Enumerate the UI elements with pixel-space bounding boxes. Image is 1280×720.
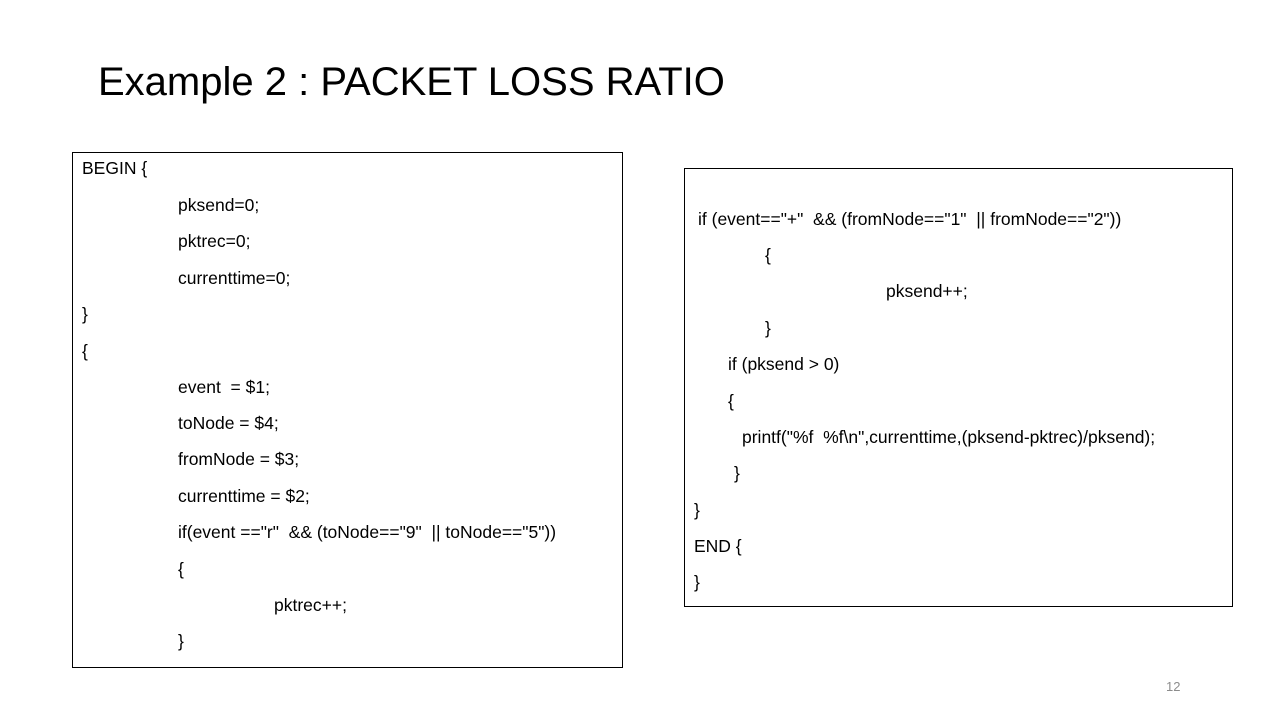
code-line-open-if-send: { bbox=[765, 245, 771, 265]
code-line-event-assign: event = $1; bbox=[178, 377, 270, 397]
slide-title: Example 2 : PACKET LOSS RATIO bbox=[98, 60, 725, 104]
code-line-currenttime-init: currenttime=0; bbox=[178, 268, 291, 288]
code-line-pktrec-increment: pktrec++; bbox=[274, 595, 347, 615]
code-line-if-pksend: if (pksend > 0) bbox=[728, 354, 840, 374]
code-line-open-if-pksend: { bbox=[728, 391, 734, 411]
page-number: 12 bbox=[1166, 679, 1181, 694]
code-line-end: END { bbox=[694, 536, 742, 556]
right-code-box: if (event=="+" && (fromNode=="1" || from… bbox=[684, 168, 1233, 607]
code-line-tonode-assign: toNode = $4; bbox=[178, 413, 279, 433]
code-line-begin: BEGIN { bbox=[82, 158, 148, 178]
code-line-currenttime-assign: currenttime = $2; bbox=[178, 486, 310, 506]
code-line-pktrec-init: pktrec=0; bbox=[178, 231, 251, 251]
code-line-pksend-increment: pksend++; bbox=[886, 281, 968, 301]
code-line-close-main: } bbox=[694, 500, 700, 520]
left-code-box: BEGIN { pksend=0; pktrec=0; currenttime=… bbox=[72, 152, 623, 668]
code-line-close-if-send: } bbox=[765, 318, 771, 338]
code-line-fromnode-assign: fromNode = $3; bbox=[178, 449, 300, 469]
code-line-pksend-init: pksend=0; bbox=[178, 195, 260, 215]
code-line-if-send: if (event=="+" && (fromNode=="1" || from… bbox=[698, 209, 1122, 229]
code-line-close-begin: } bbox=[82, 304, 88, 324]
code-line-if-receive: if(event =="r" && (toNode=="9" || toNode… bbox=[178, 522, 557, 542]
code-line-open-if: { bbox=[178, 559, 184, 579]
code-line-close-end: } bbox=[694, 572, 700, 592]
code-line-close-if: } bbox=[178, 631, 184, 651]
code-line-close-if-pksend: } bbox=[734, 463, 740, 483]
code-line-open-main: { bbox=[82, 341, 88, 361]
code-line-printf: printf("%f %f\n",currenttime,(pksend-pkt… bbox=[742, 427, 1156, 447]
